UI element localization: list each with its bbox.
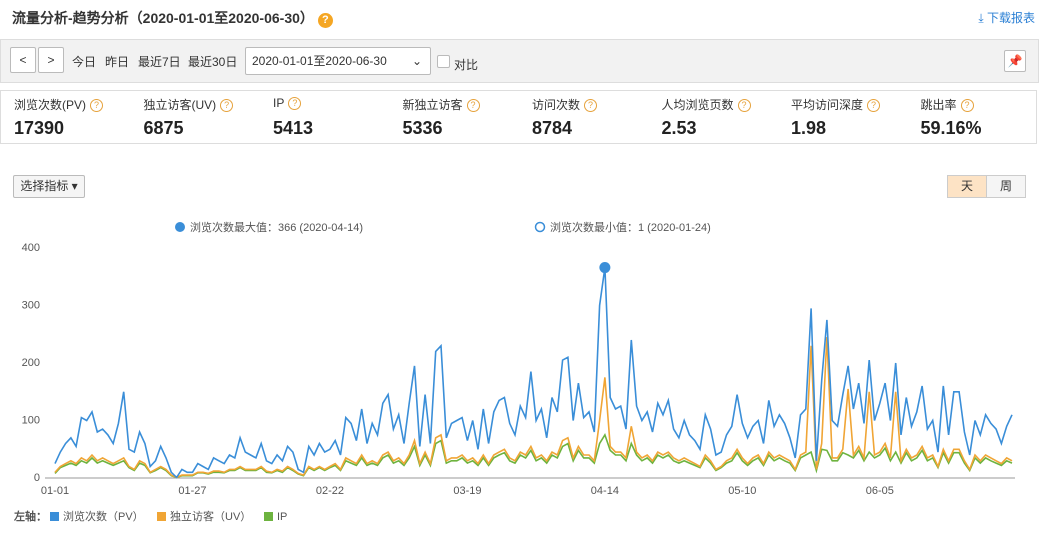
legend-swatch xyxy=(50,512,59,521)
chart: 0 100 200 300 400 01-01 01-27 02-22 03-19 04-14 05… xyxy=(13,220,1015,523)
legend-entry: 浏览次数（PV） xyxy=(63,509,144,523)
x-tick-label: 01-01 xyxy=(41,485,69,497)
help-icon[interactable]: ? xyxy=(90,99,104,112)
help-icon[interactable]: ? xyxy=(220,99,234,112)
legend-max-icon xyxy=(175,222,185,232)
prev-button[interactable]: < xyxy=(10,47,36,73)
x-tick-label: 03-19 xyxy=(453,485,481,497)
help-icon[interactable]: ? xyxy=(960,99,974,112)
help-icon[interactable]: ? xyxy=(867,99,881,112)
metric-value: 17390 xyxy=(14,118,65,138)
metrics-box xyxy=(0,90,1037,144)
series-line xyxy=(54,337,1013,479)
help-icon[interactable]: ? xyxy=(584,99,598,112)
legend-swatch xyxy=(264,512,273,521)
granularity-button[interactable]: 天 xyxy=(947,175,987,198)
legend-entry: 独立访客（UV） xyxy=(170,509,251,523)
series-line xyxy=(54,433,1013,479)
legend-min-icon xyxy=(534,221,546,233)
legend-min: 浏览次数最小值：1 (2020-01-24) xyxy=(550,220,711,234)
axis-legend-label: 左轴： xyxy=(13,509,47,523)
metric-label: 新独立访客? xyxy=(403,96,480,113)
metric-select-text[interactable]: 选择指标 xyxy=(20,179,69,193)
x-tick-label: 05-10 xyxy=(728,485,756,497)
x-tick-label: 06-05 xyxy=(866,485,894,497)
metric-select[interactable]: 选择指标 ▾ xyxy=(13,175,85,198)
quick-range[interactable]: 昨日 xyxy=(105,55,130,69)
quick-range[interactable]: 今日 xyxy=(72,55,97,69)
help-icon[interactable]: ? xyxy=(466,99,480,112)
y-tick-label: 300 xyxy=(22,299,40,311)
pin-button[interactable]: 📌 xyxy=(1004,50,1026,72)
x-tick-label: 04-14 xyxy=(591,485,619,497)
legend-swatch xyxy=(157,512,166,521)
page-title: 流量分析-趋势分析（2020-01-01至2020-06-30）? xyxy=(12,8,333,28)
metric-label: 浏览次数(PV)? xyxy=(14,96,104,113)
metric-label: 人均浏览页数? xyxy=(662,96,751,113)
metric-value: 8784 xyxy=(532,118,573,138)
metric-label: 跳出率? xyxy=(921,96,974,113)
metric-value: 59.16% xyxy=(920,118,982,138)
toolbar xyxy=(0,39,1039,83)
max-marker xyxy=(599,262,611,274)
legend-max: 浏览次数最大值：366 (2020-04-14) xyxy=(190,220,363,234)
granularity-button[interactable]: 周 xyxy=(986,175,1026,198)
series-line xyxy=(54,267,1013,479)
x-tick-label: 01-27 xyxy=(178,485,206,497)
metric-value: 1.98 xyxy=(791,118,827,138)
metric-label: IP? xyxy=(273,96,302,110)
metric-value: 2.53 xyxy=(661,118,697,138)
help-icon[interactable]: ? xyxy=(317,13,333,28)
metric-label: 平均访问深度? xyxy=(791,96,881,113)
quick-range[interactable]: 最近7日 xyxy=(138,55,181,69)
next-button[interactable]: > xyxy=(38,47,64,73)
quick-range[interactable]: 最近30日 xyxy=(188,55,238,69)
y-tick-label: 0 xyxy=(34,472,40,484)
y-tick-label: 400 xyxy=(22,242,40,254)
help-icon[interactable]: ? xyxy=(288,97,302,110)
metric-value: 5413 xyxy=(273,118,314,138)
metric-label: 访问次数? xyxy=(532,96,598,113)
date-range[interactable]: 2020-01-01至2020-06-30 xyxy=(252,54,387,68)
help-icon[interactable]: ? xyxy=(737,99,751,112)
download-text[interactable]: 下载报表 xyxy=(986,11,1035,25)
download-link[interactable]: ⤓ 下载报表 xyxy=(978,11,1035,25)
legend-entry: IP xyxy=(277,511,287,523)
x-tick-label: 02-22 xyxy=(316,485,344,497)
y-tick-label: 100 xyxy=(22,414,40,426)
title-text: 流量分析-趋势分析（2020-01-01至2020-06-30） xyxy=(12,10,314,26)
metric-label: 独立访客(UV)? xyxy=(144,96,234,113)
y-tick-label: 200 xyxy=(22,357,40,369)
date-select[interactable]: 2020-01-01至2020-06-30 ⌄ xyxy=(245,47,431,75)
metric-value: 6875 xyxy=(143,118,184,138)
compare-label[interactable]: 对比 xyxy=(454,58,479,72)
metric-value: 5336 xyxy=(402,118,443,138)
compare-checkbox[interactable] xyxy=(437,55,450,68)
